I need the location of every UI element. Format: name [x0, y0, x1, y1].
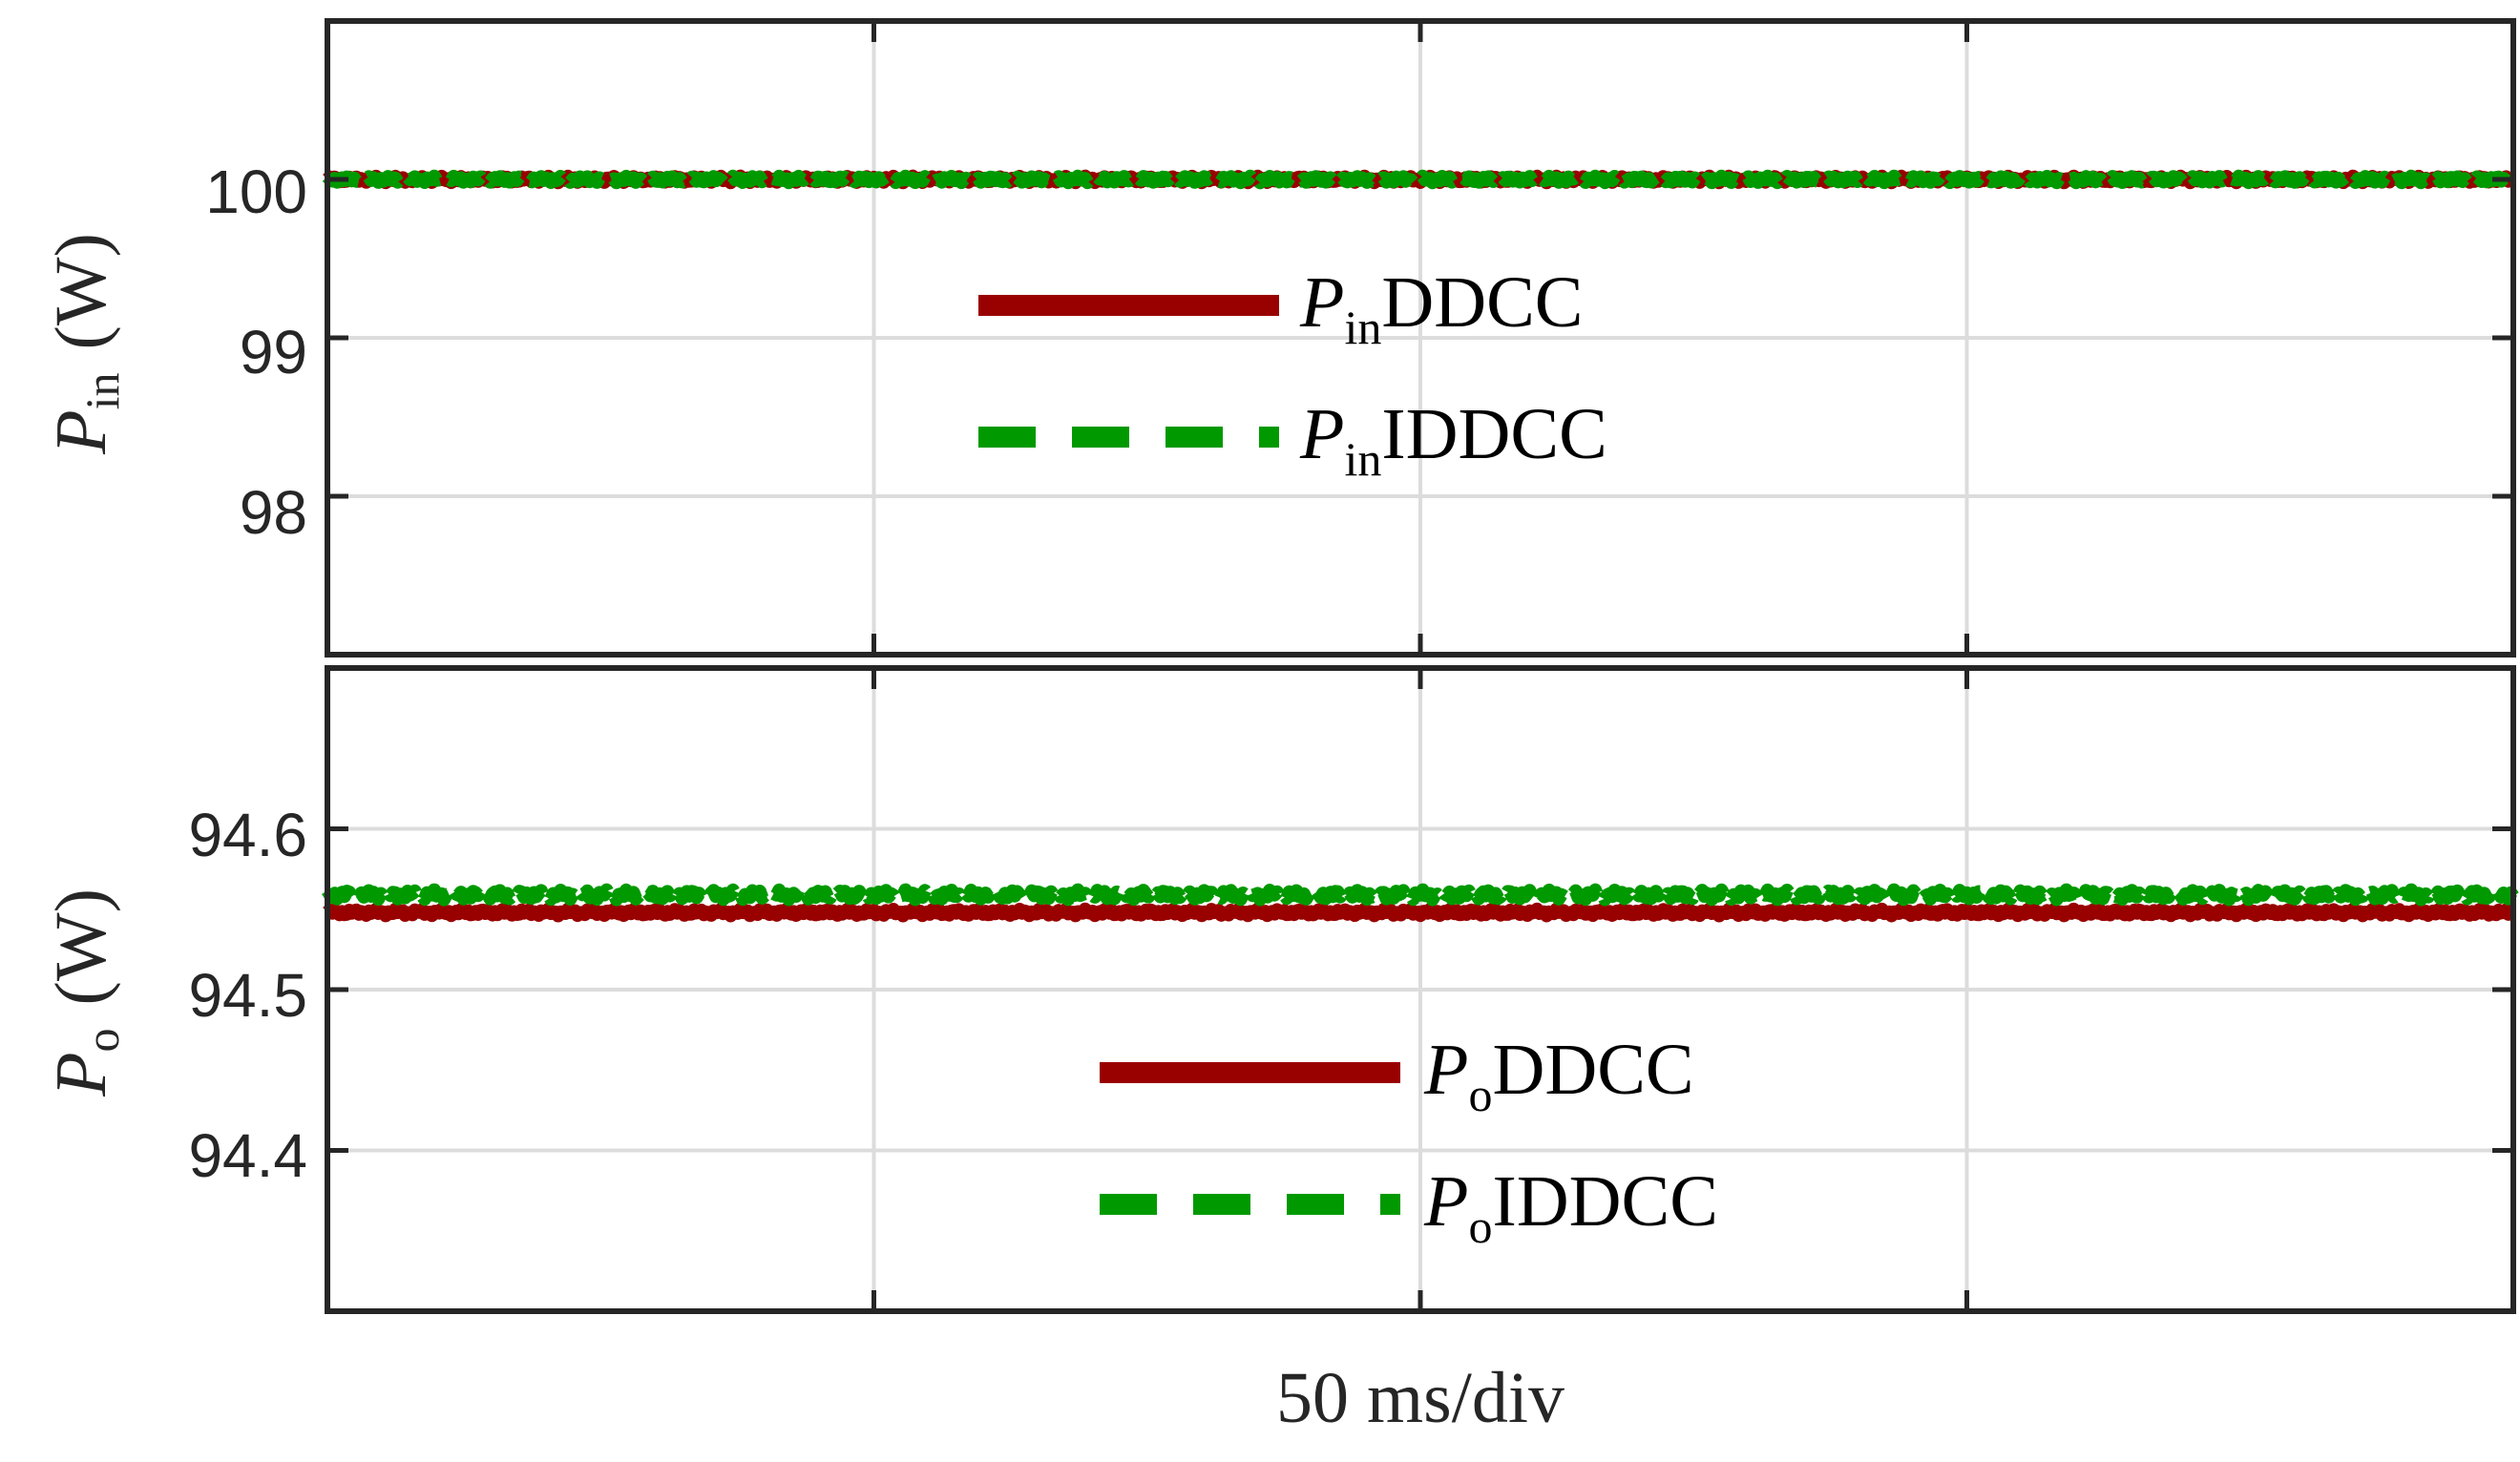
legend-po-iddcc-label: PoIDDCC — [1423, 1161, 1718, 1253]
panel-po-grid — [327, 668, 2513, 1311]
ylabel-pin-sub: in — [75, 373, 129, 410]
ytick-label-100: 100 — [205, 157, 307, 226]
ylabel-po-symbol: P — [41, 1052, 121, 1096]
panel-pin-series — [322, 169, 2518, 190]
panel-pin: 100 99 98 Pin (W) PinDDCC PinIDDCC — [41, 18, 2518, 658]
panel-pin-yticklabels: 100 99 98 — [205, 157, 307, 547]
legend-pin: PinDDCC PinIDDCC — [978, 262, 1607, 486]
legend-po: PoDDCC PoIDDCC — [1100, 1030, 1718, 1253]
series-iddcc-line — [322, 883, 2519, 907]
x-axis-label: 50 ms/div — [1276, 1358, 1564, 1438]
ylabel-pin-unit: (W) — [41, 233, 121, 349]
series-iddcc-line — [322, 169, 2518, 190]
ylabel-po-unit: (W) — [41, 888, 121, 1005]
ytick-label-99: 99 — [240, 318, 307, 386]
ytick-label-94-5: 94.5 — [188, 961, 307, 1030]
panel-po-ticks — [327, 668, 2513, 1311]
ylabel-pin: Pin (W) — [41, 233, 129, 455]
ylabel-po: Po (W) — [41, 888, 129, 1097]
ylabel-po-sub: o — [75, 1028, 129, 1052]
ytick-label-98: 98 — [240, 478, 307, 547]
ylabel-pin-symbol: P — [41, 409, 121, 454]
legend-pin-ddcc-label: PinDDCC — [1299, 262, 1584, 354]
ytick-label-94-4: 94.4 — [188, 1121, 307, 1190]
legend-pin-iddcc-label: PinIDDCC — [1299, 394, 1607, 486]
legend-po-ddcc-label: PoDDCC — [1423, 1030, 1694, 1121]
panel-pin-ticks — [327, 21, 2513, 655]
panel-po: 94.6 94.5 94.4 Po (W) PoDDCC PoIDDCC — [41, 665, 2519, 1314]
ytick-label-94-6: 94.6 — [188, 801, 307, 869]
panel-po-series — [322, 883, 2519, 923]
series-ddcc-line — [323, 902, 2518, 923]
panel-po-yticklabels: 94.6 94.5 94.4 — [188, 801, 307, 1190]
